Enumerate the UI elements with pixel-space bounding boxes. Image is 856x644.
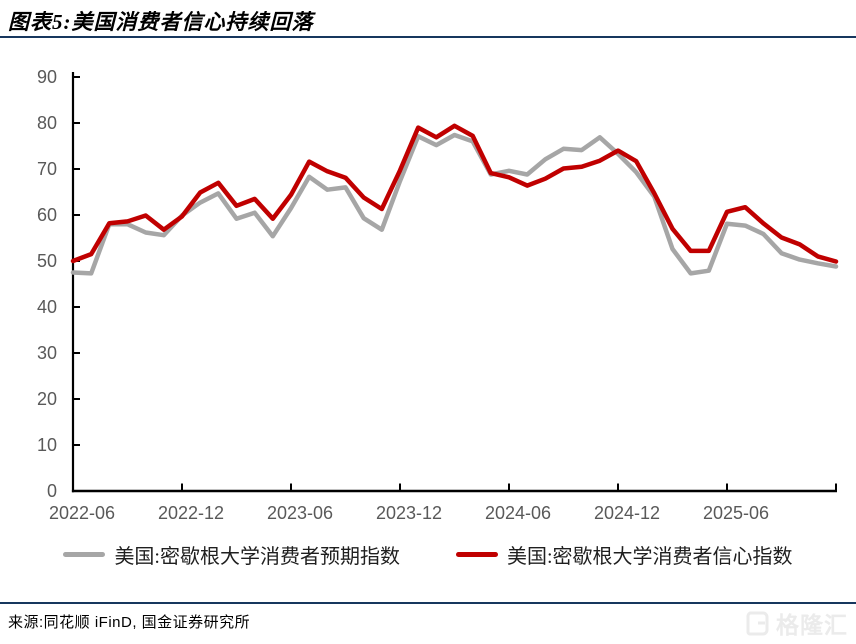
y-tick-label: 50 bbox=[37, 251, 57, 271]
y-tick-label: 90 bbox=[37, 67, 57, 87]
x-tick-label: 2025-06 bbox=[703, 503, 769, 523]
y-tick-label: 10 bbox=[37, 435, 57, 455]
y-tick-label: 60 bbox=[37, 205, 57, 225]
y-tick-label: 40 bbox=[37, 297, 57, 317]
sentiment-line-swatch bbox=[456, 552, 498, 557]
x-tick-label: 2022-12 bbox=[158, 503, 224, 523]
title-divider bbox=[0, 36, 856, 38]
y-tick-label: 0 bbox=[47, 481, 57, 501]
footer-divider bbox=[0, 602, 856, 604]
expectations-line-swatch bbox=[63, 552, 106, 557]
chart-title: 图表5:美国消费者信心持续回落 bbox=[8, 10, 314, 34]
y-tick-label: 30 bbox=[37, 343, 57, 363]
series-line-0 bbox=[70, 132, 839, 276]
chart-legend: 美国:密歇根大学消费者预期指数 美国:密歇根大学消费者信心指数 bbox=[0, 540, 856, 569]
x-tick-label: 2023-06 bbox=[267, 503, 333, 523]
gelonghui-logo-icon bbox=[746, 611, 769, 635]
y-tick-label: 70 bbox=[37, 159, 57, 179]
x-tick-label: 2024-06 bbox=[485, 503, 551, 523]
y-tick-label: 20 bbox=[37, 389, 57, 409]
legend-label-expectations: 美国:密歇根大学消费者预期指数 bbox=[114, 546, 400, 568]
legend-label-sentiment: 美国:密歇根大学消费者信心指数 bbox=[507, 546, 793, 568]
x-tick-label: 2024-12 bbox=[594, 503, 660, 523]
watermark: 格隆汇 bbox=[746, 606, 848, 640]
x-tick-label: 2022-06 bbox=[49, 503, 115, 523]
legend-item-expectations: 美国:密歇根大学消费者预期指数 bbox=[63, 540, 400, 569]
y-tick-label: 80 bbox=[37, 113, 57, 133]
legend-item-sentiment: 美国:密歇根大学消费者信心指数 bbox=[456, 540, 793, 569]
source-note: 来源:同花顺 iFinD, 国金证券研究所 bbox=[8, 614, 251, 631]
x-tick-label: 2023-12 bbox=[376, 503, 442, 523]
watermark-text: 格隆汇 bbox=[776, 612, 848, 638]
series-line-1 bbox=[70, 123, 839, 264]
